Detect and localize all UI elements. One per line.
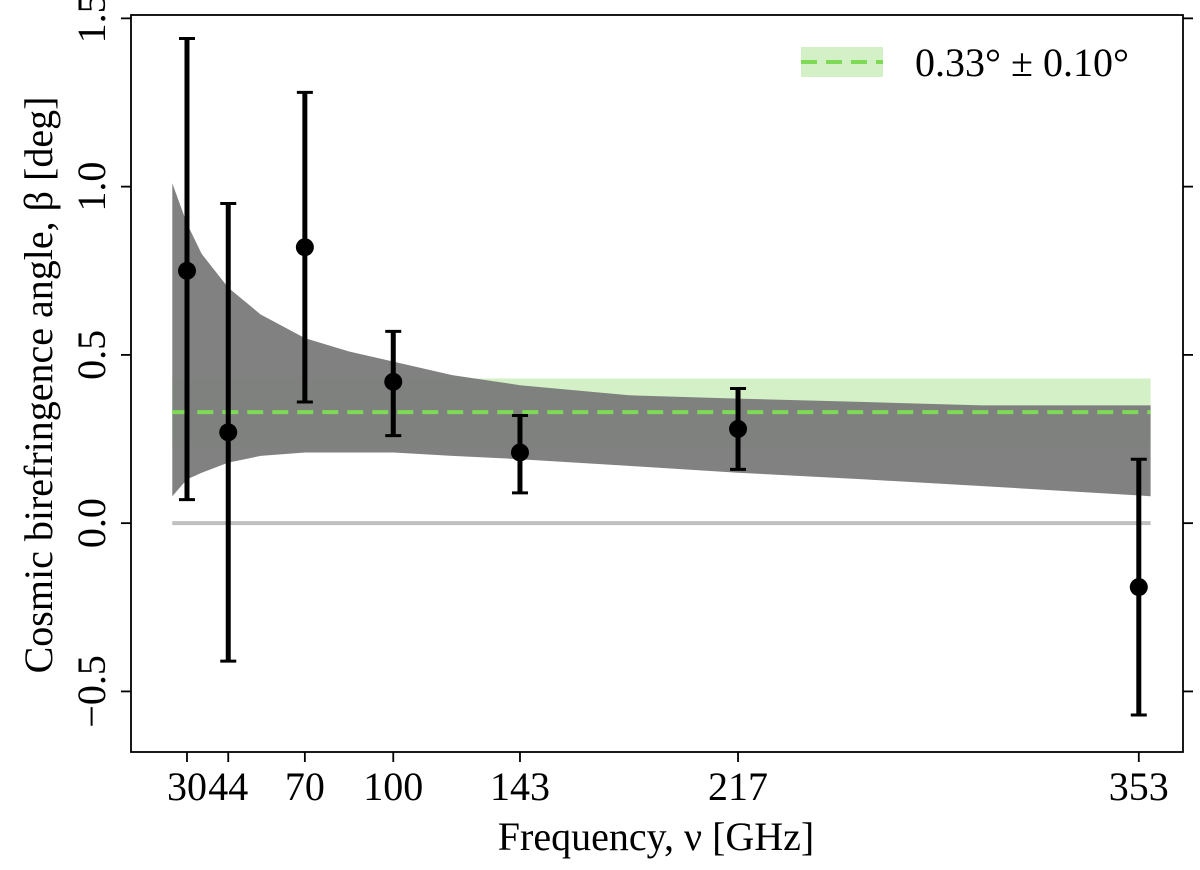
y-axis-label: Cosmic birefringence angle, β [deg] bbox=[16, 97, 61, 674]
data-point bbox=[1129, 578, 1148, 597]
data-point bbox=[177, 261, 196, 280]
axes: 30 44 70 100 143 217 353 −0.5 0.0 0.5 1.0 1.5 bbox=[69, 0, 1193, 809]
x-tick-label: 30 bbox=[167, 764, 207, 809]
legend-label: 0.33° ± 0.10° bbox=[915, 40, 1129, 85]
y-tick-label: 0.5 bbox=[69, 330, 114, 380]
x-tick-label: 217 bbox=[708, 764, 768, 809]
y-tick-label: −0.5 bbox=[69, 655, 114, 728]
data-point bbox=[384, 372, 403, 391]
data-point bbox=[510, 443, 529, 462]
data-point bbox=[295, 238, 314, 257]
y-tick-label: 1.0 bbox=[69, 162, 114, 212]
legend: 0.33° ± 0.10° bbox=[801, 40, 1129, 85]
x-tick-label: 143 bbox=[490, 764, 550, 809]
frequency-fit-band bbox=[172, 183, 1151, 497]
data-point bbox=[729, 419, 748, 438]
data-point bbox=[219, 423, 238, 442]
x-tick-label: 100 bbox=[363, 764, 423, 809]
y-tick-label: 0.0 bbox=[69, 498, 114, 548]
plot-frame bbox=[130, 14, 1184, 753]
plot-area bbox=[172, 37, 1151, 717]
x-tick-label: 70 bbox=[285, 764, 325, 809]
x-tick-label: 353 bbox=[1109, 764, 1169, 809]
x-axis-label: Frequency, ν [GHz] bbox=[498, 814, 814, 859]
y-tick-label: 1.5 bbox=[69, 0, 114, 43]
x-tick-label: 44 bbox=[208, 764, 248, 809]
